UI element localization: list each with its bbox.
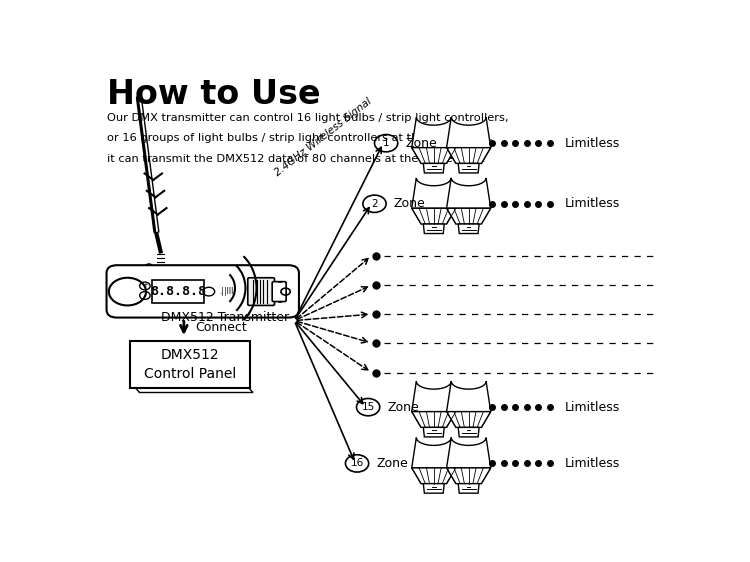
Text: Limitless: Limitless xyxy=(565,197,620,210)
Polygon shape xyxy=(446,382,491,411)
Text: 1: 1 xyxy=(382,138,389,148)
FancyBboxPatch shape xyxy=(272,282,286,302)
Polygon shape xyxy=(423,427,444,437)
Text: 8.8.8.8: 8.8.8.8 xyxy=(150,285,206,298)
Polygon shape xyxy=(458,224,479,234)
Text: DMX512
Control Panel: DMX512 Control Panel xyxy=(143,347,236,381)
Polygon shape xyxy=(446,468,491,484)
FancyBboxPatch shape xyxy=(130,341,250,388)
Polygon shape xyxy=(412,148,456,164)
Text: 15: 15 xyxy=(362,402,375,412)
FancyBboxPatch shape xyxy=(106,265,299,318)
Text: How to Use: How to Use xyxy=(106,78,320,111)
Text: 16: 16 xyxy=(350,459,364,468)
Text: Limitless: Limitless xyxy=(565,137,620,149)
Text: Our DMX transmitter can control 16 light bulbs / strip light controllers,: Our DMX transmitter can control 16 light… xyxy=(106,113,508,123)
Polygon shape xyxy=(458,427,479,437)
Polygon shape xyxy=(446,117,491,148)
Polygon shape xyxy=(446,148,491,164)
Text: Zone: Zone xyxy=(376,457,408,470)
Text: DMX512 Transmitter: DMX512 Transmitter xyxy=(160,311,289,324)
Text: Zone: Zone xyxy=(394,197,425,210)
Polygon shape xyxy=(423,164,444,173)
Polygon shape xyxy=(458,484,479,493)
Text: 2: 2 xyxy=(371,199,378,209)
Text: Zone: Zone xyxy=(387,401,419,414)
Text: Limitless: Limitless xyxy=(565,457,620,470)
Text: Connect: Connect xyxy=(196,321,248,334)
Text: +: + xyxy=(142,282,148,288)
Polygon shape xyxy=(412,411,456,427)
Polygon shape xyxy=(446,438,491,468)
Circle shape xyxy=(109,278,146,306)
Polygon shape xyxy=(412,209,456,224)
Polygon shape xyxy=(458,164,479,173)
Polygon shape xyxy=(412,382,456,411)
Polygon shape xyxy=(412,438,456,468)
Text: -: - xyxy=(144,292,146,298)
Text: or 16 groups of light bulbs / strip light controllers at the same time,: or 16 groups of light bulbs / strip ligh… xyxy=(106,133,492,143)
Polygon shape xyxy=(412,468,456,484)
Text: Limitless: Limitless xyxy=(565,401,620,414)
FancyBboxPatch shape xyxy=(248,278,274,306)
Polygon shape xyxy=(412,117,456,148)
Text: .||lll: .||lll xyxy=(219,287,233,296)
FancyBboxPatch shape xyxy=(152,280,204,303)
Polygon shape xyxy=(446,209,491,224)
Polygon shape xyxy=(446,178,491,209)
Polygon shape xyxy=(446,411,491,427)
Text: Zone: Zone xyxy=(405,137,437,149)
Polygon shape xyxy=(412,178,456,209)
Text: it can transmit the DMX512 data of 80 channels at the same time.: it can transmit the DMX512 data of 80 ch… xyxy=(106,153,485,164)
Text: 2.4GHz Wireless Signal: 2.4GHz Wireless Signal xyxy=(273,96,374,178)
Polygon shape xyxy=(423,224,444,234)
Polygon shape xyxy=(423,484,444,493)
